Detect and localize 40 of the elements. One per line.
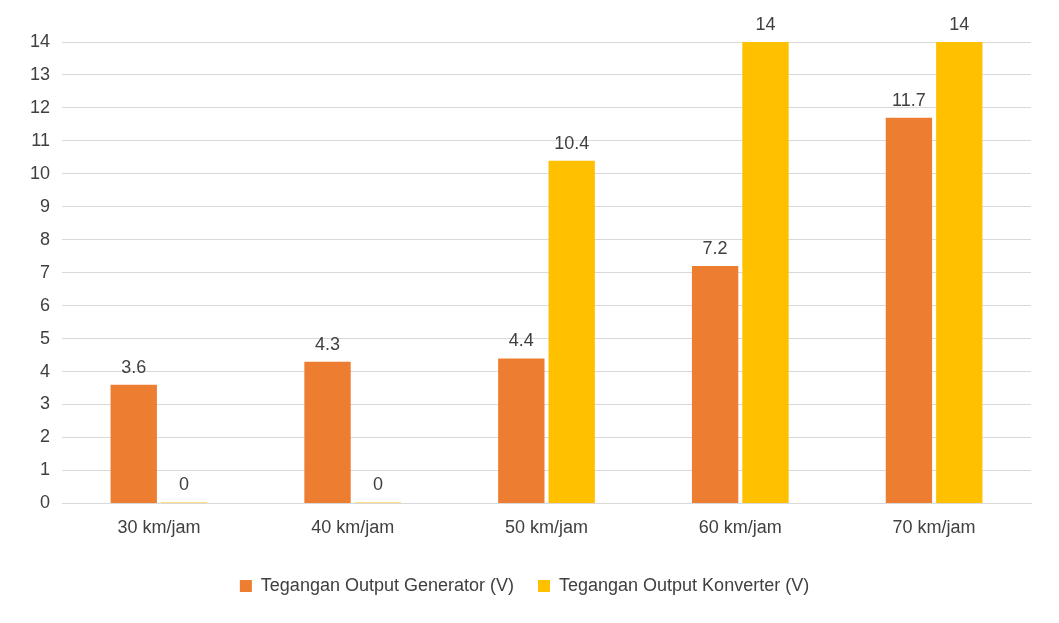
y-tick-label: 1 [40,459,51,480]
x-tick-label: 50 km/jam [505,517,589,538]
y-tick-label: 4 [40,360,51,381]
bar [936,42,983,503]
data-label: 0 [372,474,383,495]
data-label: 7.2 [702,238,728,259]
x-tick-label: 60 km/jam [698,517,782,538]
data-label: 14 [755,13,776,34]
y-tick-label: 0 [40,492,51,513]
bar [498,358,545,503]
legend-label: Tegangan Output Konverter (V) [559,574,810,595]
x-tick-label: 40 km/jam [311,517,395,538]
y-tick-label: 3 [40,393,51,414]
bar [885,117,933,503]
y-tick-label: 8 [40,228,51,249]
bar [742,42,789,503]
bar [691,266,739,503]
data-label: 14 [949,13,970,34]
bar [548,160,595,503]
y-tick-label: 13 [29,63,51,84]
y-tick-label: 5 [40,327,51,348]
bar [304,361,351,503]
data-label: 10.4 [554,132,590,153]
data-label: 4.3 [315,333,341,354]
x-tick-label: 30 km/jam [117,517,201,538]
bar [110,384,157,503]
y-tick-label: 11 [31,129,51,150]
y-tick-label: 9 [40,195,51,216]
data-label: 3.6 [121,356,147,377]
y-tick-label: 2 [40,426,51,447]
data-label: 11.7 [892,89,926,110]
y-tick-label: 7 [40,261,51,282]
y-tick-label: 10 [29,162,51,183]
legend-label: Tegangan Output Generator (V) [260,574,515,595]
y-tick-label: 12 [29,96,51,117]
data-label: 4.4 [508,330,534,351]
data-label: 0 [179,474,190,495]
x-tick-label: 70 km/jam [892,517,976,538]
y-tick-label: 14 [29,30,51,51]
y-tick-label: 6 [40,294,51,315]
